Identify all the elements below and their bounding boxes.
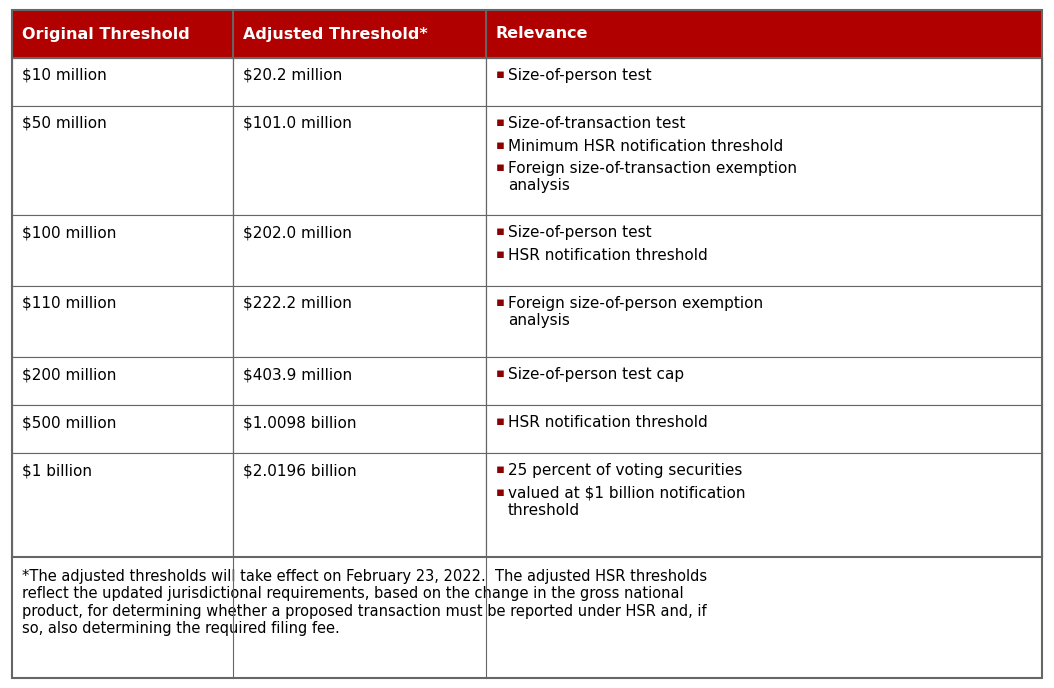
- Bar: [12, 286, 233, 357]
- Text: ▪: ▪: [495, 68, 505, 81]
- Text: ▪: ▪: [495, 161, 505, 174]
- Bar: [486, 58, 1042, 106]
- Text: $50 million: $50 million: [22, 116, 106, 131]
- Text: ▪: ▪: [495, 248, 505, 261]
- Text: ▪: ▪: [495, 463, 505, 476]
- Bar: [486, 215, 1042, 286]
- Text: Foreign size-of-person exemption: Foreign size-of-person exemption: [508, 296, 763, 311]
- Text: Size-of-person test: Size-of-person test: [508, 225, 651, 240]
- Bar: [486, 10, 1042, 58]
- Text: $200 million: $200 million: [22, 367, 116, 382]
- Text: Foreign size-of-transaction exemption: Foreign size-of-transaction exemption: [508, 161, 797, 176]
- Text: ▪: ▪: [495, 116, 505, 129]
- Bar: [233, 215, 486, 286]
- Bar: [486, 453, 1042, 557]
- Text: $110 million: $110 million: [22, 296, 116, 311]
- Text: Size-of-transaction test: Size-of-transaction test: [508, 116, 685, 131]
- Text: $2.0196 billion: $2.0196 billion: [243, 463, 357, 478]
- Text: ▪: ▪: [495, 296, 505, 309]
- Text: ▪: ▪: [495, 486, 505, 499]
- Bar: [233, 357, 486, 405]
- Text: *The adjusted thresholds will take effect on February 23, 2022.  The adjusted HS: *The adjusted thresholds will take effec…: [22, 569, 707, 584]
- Text: HSR notification threshold: HSR notification threshold: [508, 415, 707, 430]
- Text: Original Threshold: Original Threshold: [22, 27, 190, 41]
- Bar: [12, 58, 233, 106]
- Bar: [12, 453, 233, 557]
- Bar: [12, 215, 233, 286]
- Text: so, also determining the required filing fee.: so, also determining the required filing…: [22, 621, 339, 636]
- Text: reflect the updated jurisdictional requirements, based on the change in the gros: reflect the updated jurisdictional requi…: [22, 586, 684, 601]
- Bar: [233, 10, 486, 58]
- Bar: [233, 58, 486, 106]
- Text: $500 million: $500 million: [22, 415, 116, 430]
- Text: $202.0 million: $202.0 million: [243, 225, 352, 240]
- Bar: [12, 10, 233, 58]
- Text: Size-of-person test cap: Size-of-person test cap: [508, 367, 684, 382]
- Text: $101.0 million: $101.0 million: [243, 116, 352, 131]
- Bar: [233, 453, 486, 557]
- Text: 25 percent of voting securities: 25 percent of voting securities: [508, 463, 742, 478]
- Bar: [233, 405, 486, 453]
- Text: ▪: ▪: [495, 138, 505, 151]
- Text: $100 million: $100 million: [22, 225, 116, 240]
- Text: HSR notification threshold: HSR notification threshold: [508, 248, 707, 263]
- Bar: [12, 557, 1042, 678]
- Text: $20.2 million: $20.2 million: [243, 68, 343, 83]
- Text: valued at $1 billion notification: valued at $1 billion notification: [508, 486, 745, 501]
- Text: Adjusted Threshold*: Adjusted Threshold*: [243, 27, 428, 41]
- Bar: [486, 405, 1042, 453]
- Bar: [12, 357, 233, 405]
- Text: analysis: analysis: [508, 178, 569, 193]
- Text: Minimum HSR notification threshold: Minimum HSR notification threshold: [508, 138, 783, 153]
- Text: threshold: threshold: [508, 503, 580, 517]
- Text: Size-of-person test: Size-of-person test: [508, 68, 651, 83]
- Text: ▪: ▪: [495, 225, 505, 238]
- Text: Relevance: Relevance: [495, 27, 588, 41]
- Text: $403.9 million: $403.9 million: [243, 367, 353, 382]
- Bar: [233, 286, 486, 357]
- Bar: [486, 286, 1042, 357]
- Bar: [12, 405, 233, 453]
- Text: $10 million: $10 million: [22, 68, 106, 83]
- Bar: [12, 106, 233, 215]
- Bar: [486, 106, 1042, 215]
- Text: $1.0098 billion: $1.0098 billion: [243, 415, 357, 430]
- Bar: [233, 106, 486, 215]
- Text: ▪: ▪: [495, 415, 505, 428]
- Text: $1 billion: $1 billion: [22, 463, 92, 478]
- Text: ▪: ▪: [495, 367, 505, 380]
- Text: analysis: analysis: [508, 313, 569, 328]
- Text: product, for determining whether a proposed transaction must be reported under H: product, for determining whether a propo…: [22, 603, 706, 619]
- Text: $222.2 million: $222.2 million: [243, 296, 352, 311]
- Bar: [486, 357, 1042, 405]
